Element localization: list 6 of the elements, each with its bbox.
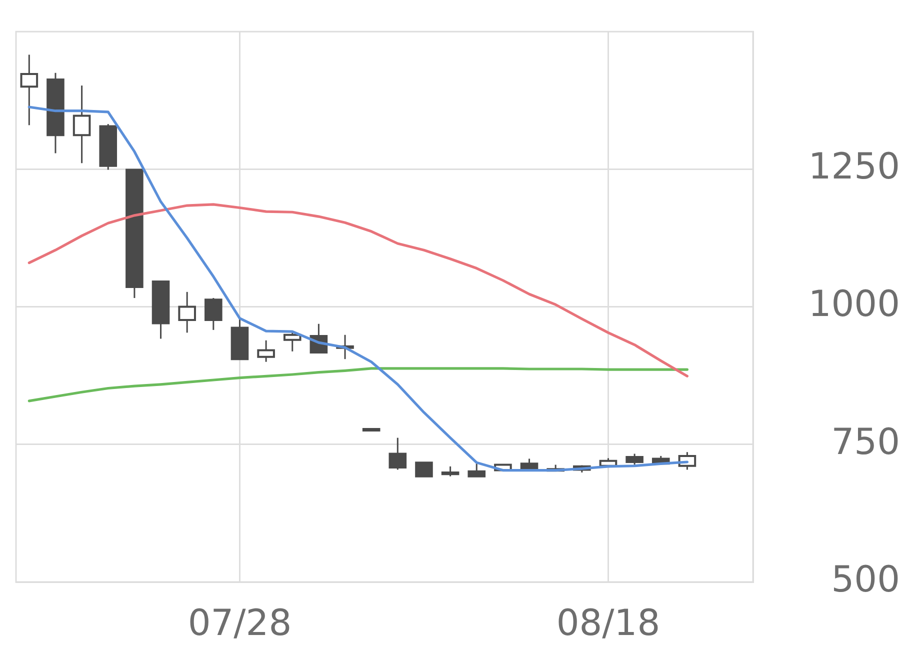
y-tick-label: 750 [831,422,900,463]
y-tick-label: 1000 [808,284,900,326]
x-tick-label: 07/28 [188,602,292,644]
x-tick-label: 08/18 [556,602,660,644]
y-tick-label: 500 [831,559,900,600]
y-tick-label: 1250 [808,146,900,188]
